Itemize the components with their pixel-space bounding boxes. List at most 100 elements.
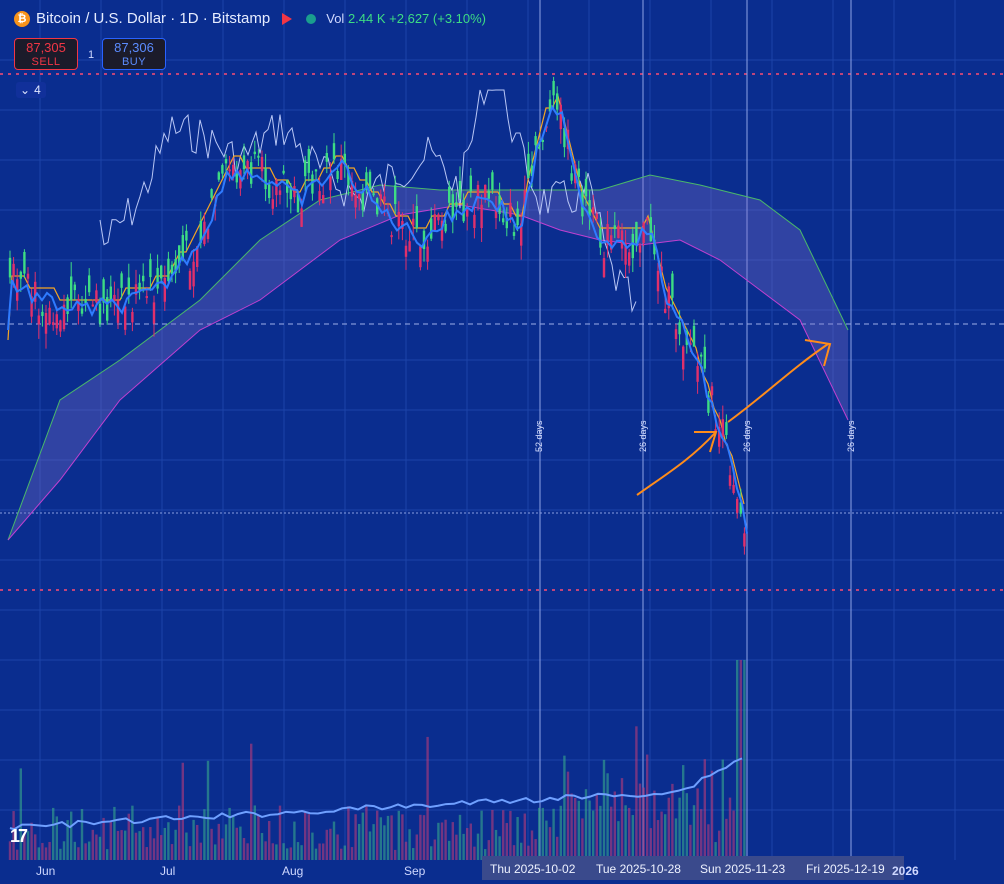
volume-bar [52, 807, 55, 860]
sell-button[interactable]: 87,305 SELL [14, 38, 78, 70]
volume-bar [264, 841, 267, 860]
indicators-toggle[interactable]: ⌄ 4 [16, 82, 46, 98]
volume-bar [577, 800, 580, 860]
symbol-title[interactable]: Bitcoin / U.S. Dollar · 1D · Bitstamp [36, 10, 271, 27]
volume-bar [703, 759, 706, 860]
candle-body [332, 143, 336, 160]
volume-bar [534, 839, 537, 860]
candle-body [505, 217, 508, 229]
volume-bar [268, 820, 271, 860]
candle-body [541, 140, 544, 143]
candle-body [160, 265, 163, 279]
candle-body [430, 218, 433, 239]
volume-bar [325, 829, 328, 860]
volume-bar [617, 821, 620, 860]
volume-bar [581, 818, 584, 860]
volume-bar [185, 832, 188, 860]
flag-icon[interactable] [282, 12, 293, 25]
volume-bar [487, 840, 490, 860]
volume-bar [602, 759, 606, 860]
volume-bar [448, 840, 451, 860]
volume-bar [304, 812, 307, 860]
candle-body [743, 533, 746, 547]
volume-bar [41, 842, 44, 860]
candle-body [444, 223, 447, 232]
candle-body [257, 155, 260, 158]
volume-bar [642, 787, 645, 860]
volume-bar [541, 807, 544, 860]
ichimoku-cloud [8, 175, 848, 540]
candle-body [523, 190, 526, 207]
volume-bar [466, 828, 469, 860]
annotation-arrow-head [694, 431, 718, 453]
volume-readout: Vol 2.44 K +2,627 (+3.10%) [326, 11, 486, 26]
volume-bar [340, 848, 343, 860]
candle-body [296, 192, 300, 213]
volume-bar [527, 845, 530, 860]
date-label: Sun 2025-11-23 [700, 862, 786, 876]
candle-body [12, 263, 15, 277]
candle-body [563, 128, 566, 148]
candle-body [196, 246, 199, 267]
volume-bar [412, 848, 415, 860]
candle-body [707, 395, 710, 413]
candle-body [736, 498, 739, 513]
annotation-arrow-head [804, 339, 832, 367]
volume-bar [480, 810, 483, 860]
volume-bar [401, 814, 404, 860]
volume-bar [217, 823, 220, 860]
volume-bar [696, 788, 699, 860]
candle-body [66, 297, 69, 314]
volume-bar [725, 818, 728, 860]
candle-body [577, 168, 580, 177]
date-label: Fri 2025-12-19 [806, 862, 885, 876]
volume-bar [660, 811, 663, 860]
volume-bar [379, 817, 382, 860]
candle-body [494, 207, 498, 219]
volume-bar [142, 827, 145, 860]
volume-bar [329, 828, 332, 860]
candle-body [379, 194, 382, 199]
candle-body [466, 209, 469, 217]
buy-button[interactable]: 87,306 BUY [102, 38, 166, 70]
candle-body [512, 232, 516, 236]
candle-body [628, 252, 631, 266]
candle-body [44, 312, 48, 334]
volume-bar [685, 793, 688, 860]
volume-bar [88, 841, 91, 860]
candle-body [109, 286, 112, 300]
volume-bar [552, 808, 555, 860]
candle-body [408, 241, 411, 252]
volume-bar [743, 660, 746, 860]
candle-body [390, 235, 393, 238]
candle-body [271, 199, 274, 209]
candle-body [440, 220, 444, 241]
candle-body [170, 264, 174, 275]
volume-bar [523, 813, 526, 860]
volume-bar [718, 830, 721, 860]
tradingview-logo[interactable]: 17 [10, 826, 28, 846]
candle-body [484, 184, 487, 198]
candle-body [710, 386, 714, 396]
volume-ma-line [9, 757, 743, 831]
volume-bar [347, 806, 350, 860]
volume-bar [80, 808, 84, 860]
buy-price: 87,306 [114, 40, 154, 55]
candle-body [253, 151, 256, 155]
candle-body [34, 281, 37, 302]
volume-bar [296, 842, 300, 860]
volume-bar [235, 827, 238, 860]
candle-body [239, 170, 242, 189]
volume-bar [433, 839, 436, 860]
volume-bar [282, 843, 285, 860]
volume-bar [512, 845, 516, 860]
volume-bar [116, 830, 120, 860]
candle-body [62, 304, 66, 330]
candle-body [394, 185, 397, 205]
volume-bar [574, 797, 577, 860]
sell-label: SELL [31, 56, 61, 68]
candle-body [613, 225, 616, 230]
volume-bar [408, 829, 411, 860]
candle-body [41, 311, 44, 317]
